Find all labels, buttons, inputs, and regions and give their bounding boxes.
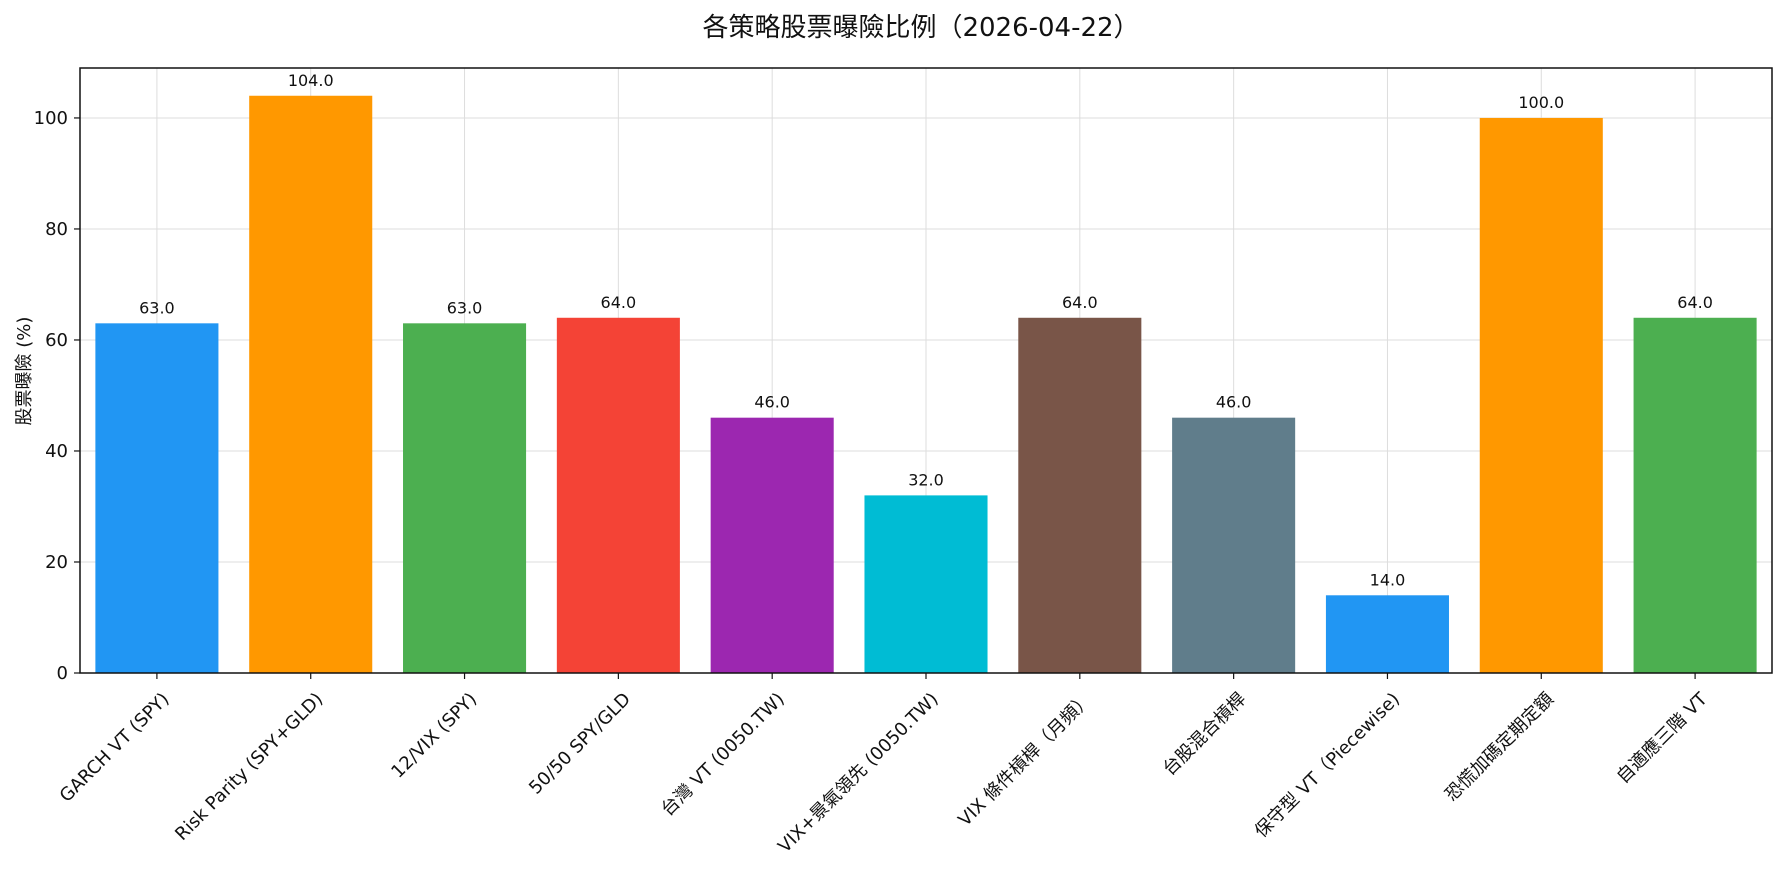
y-tick-label: 100 [34, 108, 68, 129]
data-label: 64.0 [1677, 293, 1713, 312]
y-axis-ticks: 0 20 40 60 80 100 [34, 108, 80, 684]
x-tick-label: 12/VIX (SPY) [387, 689, 481, 783]
bar [556, 317, 680, 673]
y-axis-label: 股票曝險 (%) [14, 317, 35, 426]
data-label: 100.0 [1518, 93, 1564, 112]
x-tick-label: 自適應三階 VT [1612, 687, 1712, 787]
data-label: 64.0 [601, 293, 637, 312]
data-label: 63.0 [447, 298, 483, 317]
bar [403, 323, 527, 673]
y-tick-label: 80 [45, 219, 68, 240]
bar [1479, 117, 1603, 674]
bar [710, 417, 834, 673]
y-tick-label: 0 [57, 663, 68, 684]
x-tick-label: Risk Parity (SPY+GLD) [171, 689, 327, 845]
bar [249, 95, 373, 673]
data-label: 46.0 [1216, 393, 1252, 412]
data-label: 63.0 [139, 298, 175, 317]
bar [1633, 317, 1757, 673]
bar [864, 495, 988, 673]
bar [1018, 317, 1142, 673]
data-label: 64.0 [1062, 293, 1098, 312]
x-tick-label: 台股混合槓桿 [1159, 689, 1250, 780]
bars [95, 95, 1757, 674]
x-tick-label: 台灣 VT (0050.TW) [657, 689, 789, 821]
value-labels: 63.0 104.0 63.0 64.0 46.0 32.0 64.0 46.0 14.0 100… [139, 71, 1713, 590]
bar [1325, 595, 1449, 673]
x-tick-label: 恐慌加碼定期定額 [1441, 689, 1558, 806]
x-tick-label: GARCH VT (SPY) [56, 689, 174, 807]
y-tick-label: 40 [45, 441, 68, 462]
y-tick-label: 20 [45, 552, 68, 573]
x-tick-label: 保守型 VT（Piecewise) [1251, 689, 1404, 842]
data-label: 104.0 [288, 71, 334, 90]
chart-title: 各策略股票曝險比例（2026-04-22） [702, 13, 1139, 43]
data-label: 32.0 [908, 470, 944, 489]
data-label: 46.0 [754, 393, 790, 412]
x-tick-label: VIX 條件槓桿（月頻） [954, 689, 1096, 831]
x-axis-ticks: GARCH VT (SPY)Risk Parity (SPY+GLD) 12/VI… [56, 673, 1712, 857]
x-tick-label: 50/50 SPY/GLD [525, 689, 635, 799]
y-tick-label: 60 [45, 330, 68, 351]
bar [1172, 417, 1296, 673]
data-label: 14.0 [1370, 570, 1406, 589]
plot-frame [79, 67, 1773, 674]
bar [95, 323, 219, 673]
x-tick-label: VIX+景氣領先 (0050.TW) [774, 689, 942, 857]
